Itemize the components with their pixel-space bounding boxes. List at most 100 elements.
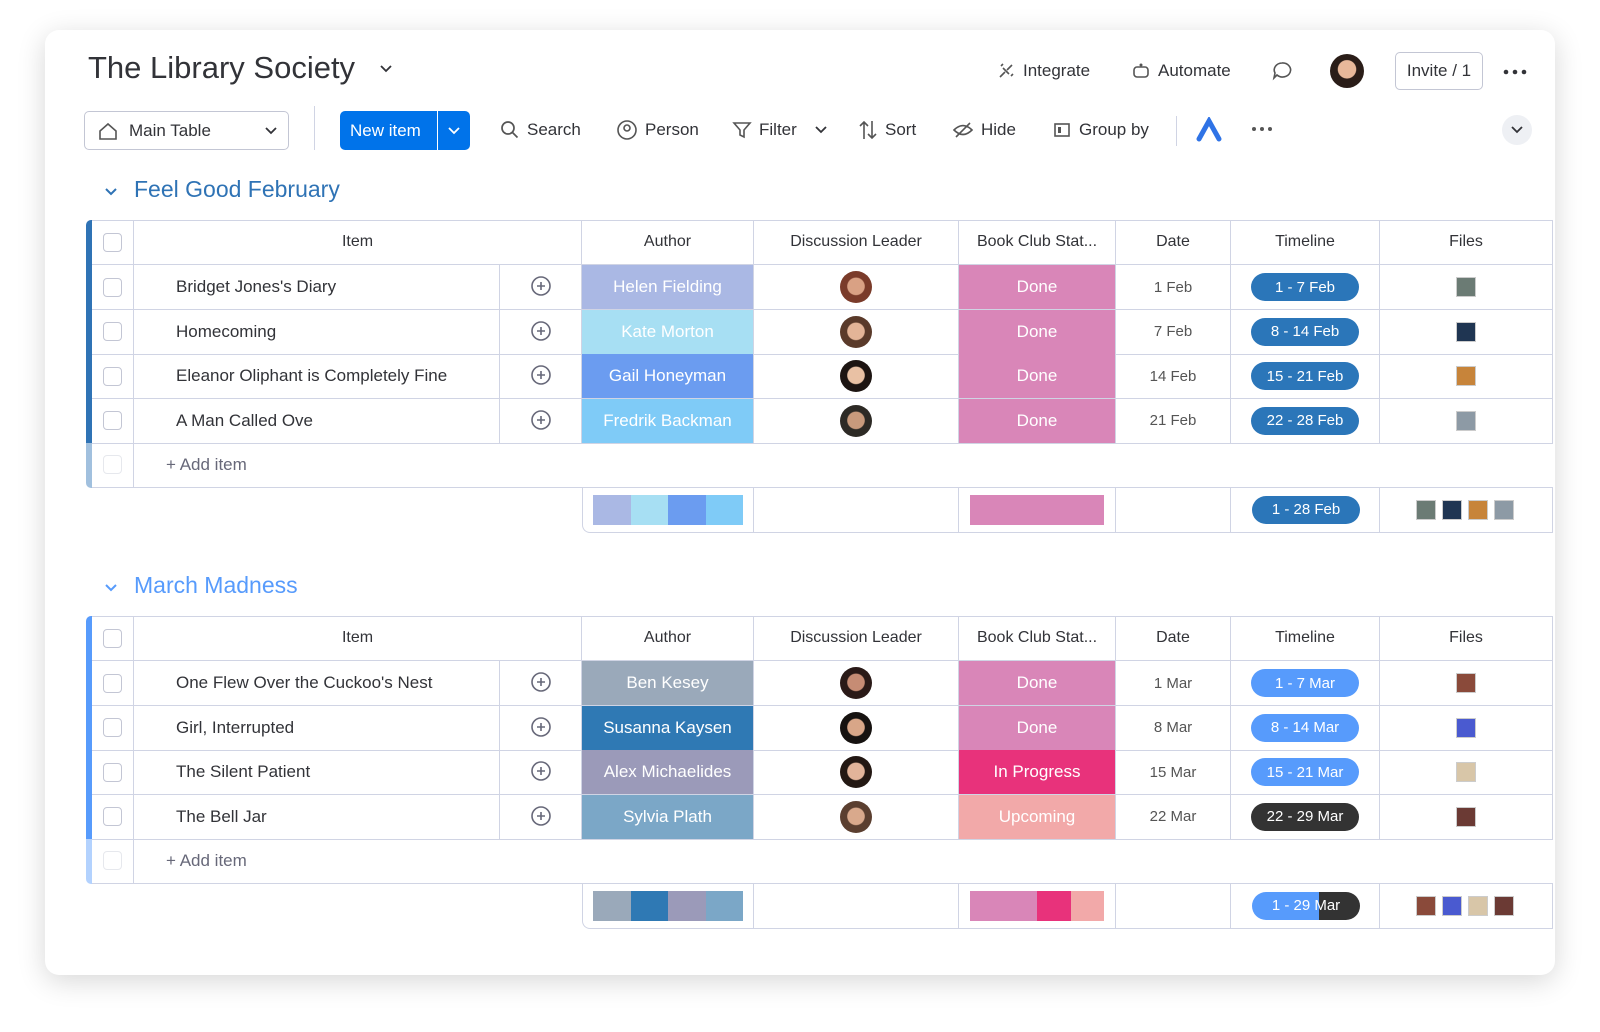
files-cell[interactable] xyxy=(1380,705,1553,751)
file-thumbnail[interactable] xyxy=(1456,366,1476,386)
item-name[interactable]: The Bell Jar xyxy=(134,794,500,840)
item-name[interactable]: Girl, Interrupted xyxy=(134,705,500,751)
files-cell[interactable] xyxy=(1380,354,1553,399)
integrate-button[interactable]: Integrate xyxy=(996,57,1090,85)
files-cell[interactable] xyxy=(1380,265,1553,310)
file-summary-thumbnail[interactable] xyxy=(1468,895,1488,916)
collapse-toolbar[interactable] xyxy=(1502,115,1532,145)
timeline-cell[interactable]: 15 - 21 Feb xyxy=(1231,354,1380,399)
ai-assistant-icon[interactable] xyxy=(1196,117,1222,143)
status-cell[interactable]: Done xyxy=(959,309,1116,355)
column-header[interactable]: Timeline xyxy=(1231,616,1380,661)
file-thumbnail[interactable] xyxy=(1456,673,1476,693)
board-title[interactable]: The Library Society xyxy=(88,50,356,85)
status-cell[interactable]: In Progress xyxy=(959,750,1116,795)
files-cell[interactable] xyxy=(1380,309,1553,355)
add-update-button[interactable] xyxy=(500,309,582,355)
automate-button[interactable]: Automate xyxy=(1131,57,1231,85)
view-selector[interactable]: Main Table xyxy=(84,111,289,150)
files-cell[interactable] xyxy=(1380,750,1553,795)
date-cell[interactable]: 14 Feb xyxy=(1116,354,1231,399)
item-name[interactable]: Eleanor Oliphant is Completely Fine xyxy=(134,354,500,399)
timeline-cell[interactable]: 1 - 7 Feb xyxy=(1231,265,1380,310)
timeline-cell[interactable]: 1 - 7 Mar xyxy=(1231,661,1380,706)
row-checkbox[interactable] xyxy=(103,673,122,693)
author-cell[interactable]: Sylvia Plath xyxy=(582,794,754,840)
column-header[interactable]: Timeline xyxy=(1231,220,1380,265)
leader-cell[interactable] xyxy=(754,309,959,355)
leader-cell[interactable] xyxy=(754,705,959,751)
hide-button[interactable]: Hide xyxy=(952,116,1016,144)
file-summary-thumbnail[interactable] xyxy=(1416,499,1436,520)
files-cell[interactable] xyxy=(1380,794,1553,840)
file-thumbnail[interactable] xyxy=(1456,410,1476,431)
row-checkbox[interactable] xyxy=(103,277,122,297)
date-cell[interactable]: 8 Mar xyxy=(1116,705,1231,751)
group-title[interactable]: Feel Good February xyxy=(134,176,340,202)
leader-cell[interactable] xyxy=(754,794,959,840)
column-header[interactable]: Discussion Leader xyxy=(754,616,959,661)
file-summary-thumbnail[interactable] xyxy=(1442,499,1462,520)
row-checkbox[interactable] xyxy=(103,322,122,341)
column-header[interactable]: Discussion Leader xyxy=(754,220,959,265)
status-cell[interactable]: Done xyxy=(959,705,1116,751)
add-update-button[interactable] xyxy=(500,705,582,751)
add-update-button[interactable] xyxy=(500,750,582,795)
add-update-button[interactable] xyxy=(500,265,582,310)
leader-cell[interactable] xyxy=(754,398,959,444)
item-name[interactable]: One Flew Over the Cuckoo's Nest xyxy=(134,661,500,706)
add-update-button[interactable] xyxy=(500,398,582,444)
more-menu[interactable] xyxy=(1502,62,1528,82)
timeline-cell[interactable]: 15 - 21 Mar xyxy=(1231,750,1380,795)
author-cell[interactable]: Fredrik Backman xyxy=(582,398,754,444)
invite-button[interactable]: Invite / 1 xyxy=(1395,52,1483,90)
toolbar-more[interactable] xyxy=(1250,122,1274,136)
file-summary-thumbnail[interactable] xyxy=(1494,499,1514,520)
user-avatar[interactable] xyxy=(1330,54,1364,88)
author-cell[interactable]: Alex Michaelides xyxy=(582,750,754,795)
timeline-cell[interactable]: 8 - 14 Feb xyxy=(1231,309,1380,355)
date-cell[interactable]: 15 Mar xyxy=(1116,750,1231,795)
add-update-button[interactable] xyxy=(500,661,582,706)
column-header[interactable]: Book Club Stat... xyxy=(959,616,1116,661)
person-button[interactable]: Person xyxy=(616,116,699,144)
status-cell[interactable]: Done xyxy=(959,265,1116,310)
column-header[interactable]: Item xyxy=(134,220,582,265)
leader-cell[interactable] xyxy=(754,661,959,706)
search-button[interactable]: Search xyxy=(500,116,581,144)
column-header[interactable]: Item xyxy=(134,616,582,661)
column-header[interactable]: Files xyxy=(1380,616,1553,661)
add-item[interactable]: + Add item xyxy=(134,839,1553,884)
item-name[interactable]: A Man Called Ove xyxy=(134,398,500,444)
file-summary-thumbnail[interactable] xyxy=(1494,895,1514,916)
leader-cell[interactable] xyxy=(754,354,959,399)
group-collapse[interactable] xyxy=(103,582,119,594)
row-checkbox[interactable] xyxy=(103,807,122,826)
group-collapse[interactable] xyxy=(103,186,119,198)
filter-button[interactable]: Filter xyxy=(732,116,828,144)
column-header[interactable]: Author xyxy=(582,616,754,661)
files-cell[interactable] xyxy=(1380,661,1553,706)
item-name[interactable]: Bridget Jones's Diary xyxy=(134,265,500,310)
column-header[interactable]: Date xyxy=(1116,220,1231,265)
author-cell[interactable]: Kate Morton xyxy=(582,309,754,355)
status-cell[interactable]: Done xyxy=(959,661,1116,706)
status-cell[interactable]: Upcoming xyxy=(959,794,1116,840)
add-update-button[interactable] xyxy=(500,794,582,840)
leader-cell[interactable] xyxy=(754,265,959,310)
file-thumbnail[interactable] xyxy=(1456,717,1476,738)
new-item-button[interactable]: New item xyxy=(340,111,470,150)
column-header[interactable]: Book Club Stat... xyxy=(959,220,1116,265)
file-summary-thumbnail[interactable] xyxy=(1442,895,1462,916)
sort-button[interactable]: Sort xyxy=(858,116,916,144)
status-cell[interactable]: Done xyxy=(959,398,1116,444)
group-by-button[interactable]: Group by xyxy=(1052,116,1149,144)
files-cell[interactable] xyxy=(1380,398,1553,444)
item-name[interactable]: Homecoming xyxy=(134,309,500,355)
file-summary-thumbnail[interactable] xyxy=(1468,499,1488,520)
updates-icon[interactable] xyxy=(1270,59,1294,83)
file-thumbnail[interactable] xyxy=(1456,762,1476,782)
date-cell[interactable]: 22 Mar xyxy=(1116,794,1231,840)
date-cell[interactable]: 1 Mar xyxy=(1116,661,1231,706)
date-cell[interactable]: 7 Feb xyxy=(1116,309,1231,355)
